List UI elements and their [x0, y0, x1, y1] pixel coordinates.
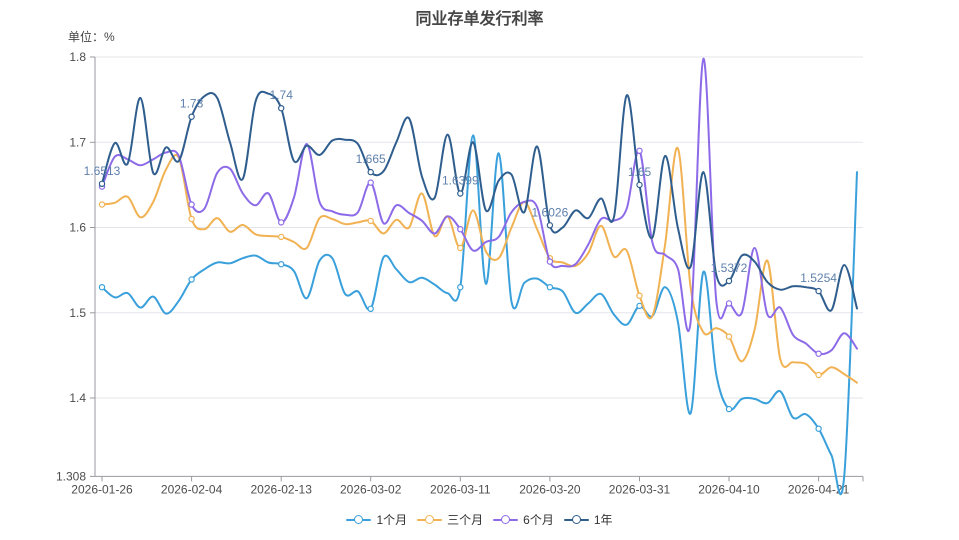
svg-text:1.6026: 1.6026: [532, 205, 569, 219]
svg-text:2026-04-21: 2026-04-21: [788, 482, 850, 496]
data-point-marker: [278, 233, 285, 241]
data-point-marker: [457, 244, 464, 252]
data-point-marker: [188, 201, 195, 208]
data-point-marker: [457, 225, 464, 233]
chart-title: 同业存单发行利率: [415, 11, 544, 28]
point-labels: 1.6513 1.73 1.74 1.665 1.6399 1.6026 1.65 1.537…: [84, 88, 838, 285]
data-point-marker: [98, 180, 106, 187]
legend-line-marker-icon: [493, 514, 519, 525]
data-point-marker: [815, 425, 822, 432]
legend-item-1month[interactable]: 1个月: [346, 511, 407, 528]
svg-text:1.8: 1.8: [69, 50, 86, 64]
legend-line-marker-icon: [417, 514, 443, 525]
data-point-marker: [278, 219, 285, 226]
data-point-marker: [546, 222, 554, 229]
svg-text:2026-03-11: 2026-03-11: [430, 482, 491, 496]
svg-text:1.6: 1.6: [69, 221, 86, 235]
data-point-marker: [188, 215, 195, 223]
data-point-marker: [98, 284, 106, 291]
data-point-marker: [636, 147, 643, 154]
legend-item-3month[interactable]: 三个月: [417, 511, 483, 528]
axes: [90, 56, 864, 482]
data-point-marker: [725, 333, 733, 340]
svg-text:2026-03-20: 2026-03-20: [519, 482, 581, 496]
legend-item-1year[interactable]: 1年: [563, 511, 613, 528]
data-point-marker: [457, 284, 464, 291]
svg-text:2026-02-13: 2026-02-13: [251, 482, 313, 496]
data-point-marker: [457, 190, 464, 197]
data-point-marker: [367, 168, 374, 176]
x-axis-labels: 2026-01-26 2026-02-04 2026-02-13 2026-03-02…: [71, 482, 849, 496]
svg-text:1.5: 1.5: [69, 306, 86, 320]
data-point-marker: [278, 261, 285, 268]
data-point-marker: [725, 405, 733, 413]
legend-label: 6个月: [523, 513, 554, 527]
svg-text:1.5372: 1.5372: [711, 261, 748, 275]
svg-text:1.65: 1.65: [628, 165, 652, 179]
data-point-marker: [367, 305, 374, 312]
svg-text:2026-02-04: 2026-02-04: [161, 482, 223, 496]
legend: 1个月 三个月 6个月 1年: [0, 511, 959, 528]
svg-text:1.4: 1.4: [69, 391, 86, 405]
data-point-marker: [636, 181, 643, 189]
svg-text:2026-01-26: 2026-01-26: [71, 482, 133, 496]
series-1年: [98, 90, 858, 312]
data-point-marker: [278, 104, 285, 112]
y-axis-labels: 1.8 1.7 1.6 1.5 1.4 1.308: [56, 50, 86, 483]
svg-text:1.6399: 1.6399: [442, 174, 479, 188]
data-point-marker: [815, 287, 822, 295]
svg-text:1.665: 1.665: [356, 152, 386, 166]
data-point-marker: [815, 350, 822, 357]
data-point-marker: [546, 284, 554, 291]
data-point-marker: [98, 201, 106, 208]
data-point-marker: [367, 217, 374, 225]
svg-text:1.73: 1.73: [180, 97, 204, 111]
legend-label: 1个月: [376, 513, 408, 527]
legend-label: 1年: [593, 513, 613, 527]
legend-label: 三个月: [447, 513, 484, 527]
svg-text:2026-04-10: 2026-04-10: [698, 482, 760, 496]
svg-text:1.7: 1.7: [69, 135, 86, 149]
data-point-marker: [815, 371, 822, 379]
svg-text:1.74: 1.74: [270, 88, 294, 102]
data-point-marker: [725, 300, 733, 307]
series-1个月: [98, 134, 858, 496]
data-point-marker: [367, 179, 374, 186]
data-point-marker: [636, 302, 643, 310]
svg-text:1.6513: 1.6513: [84, 164, 121, 178]
svg-text:2026-03-31: 2026-03-31: [609, 482, 671, 496]
y-axis-unit-label: 单位：%: [68, 30, 115, 44]
legend-line-marker-icon: [346, 514, 372, 525]
data-point-marker: [725, 277, 733, 285]
series-6个月: [98, 57, 858, 357]
svg-text:2026-03-02: 2026-03-02: [340, 482, 402, 496]
data-point-marker: [546, 258, 554, 265]
data-point-marker: [188, 276, 195, 283]
data-point-marker: [188, 113, 195, 120]
svg-text:1.5254: 1.5254: [800, 271, 837, 285]
legend-item-6month[interactable]: 6个月: [493, 511, 554, 528]
svg-text:1.308: 1.308: [56, 469, 86, 483]
data-point-marker: [636, 292, 643, 299]
legend-line-marker-icon: [563, 514, 589, 525]
